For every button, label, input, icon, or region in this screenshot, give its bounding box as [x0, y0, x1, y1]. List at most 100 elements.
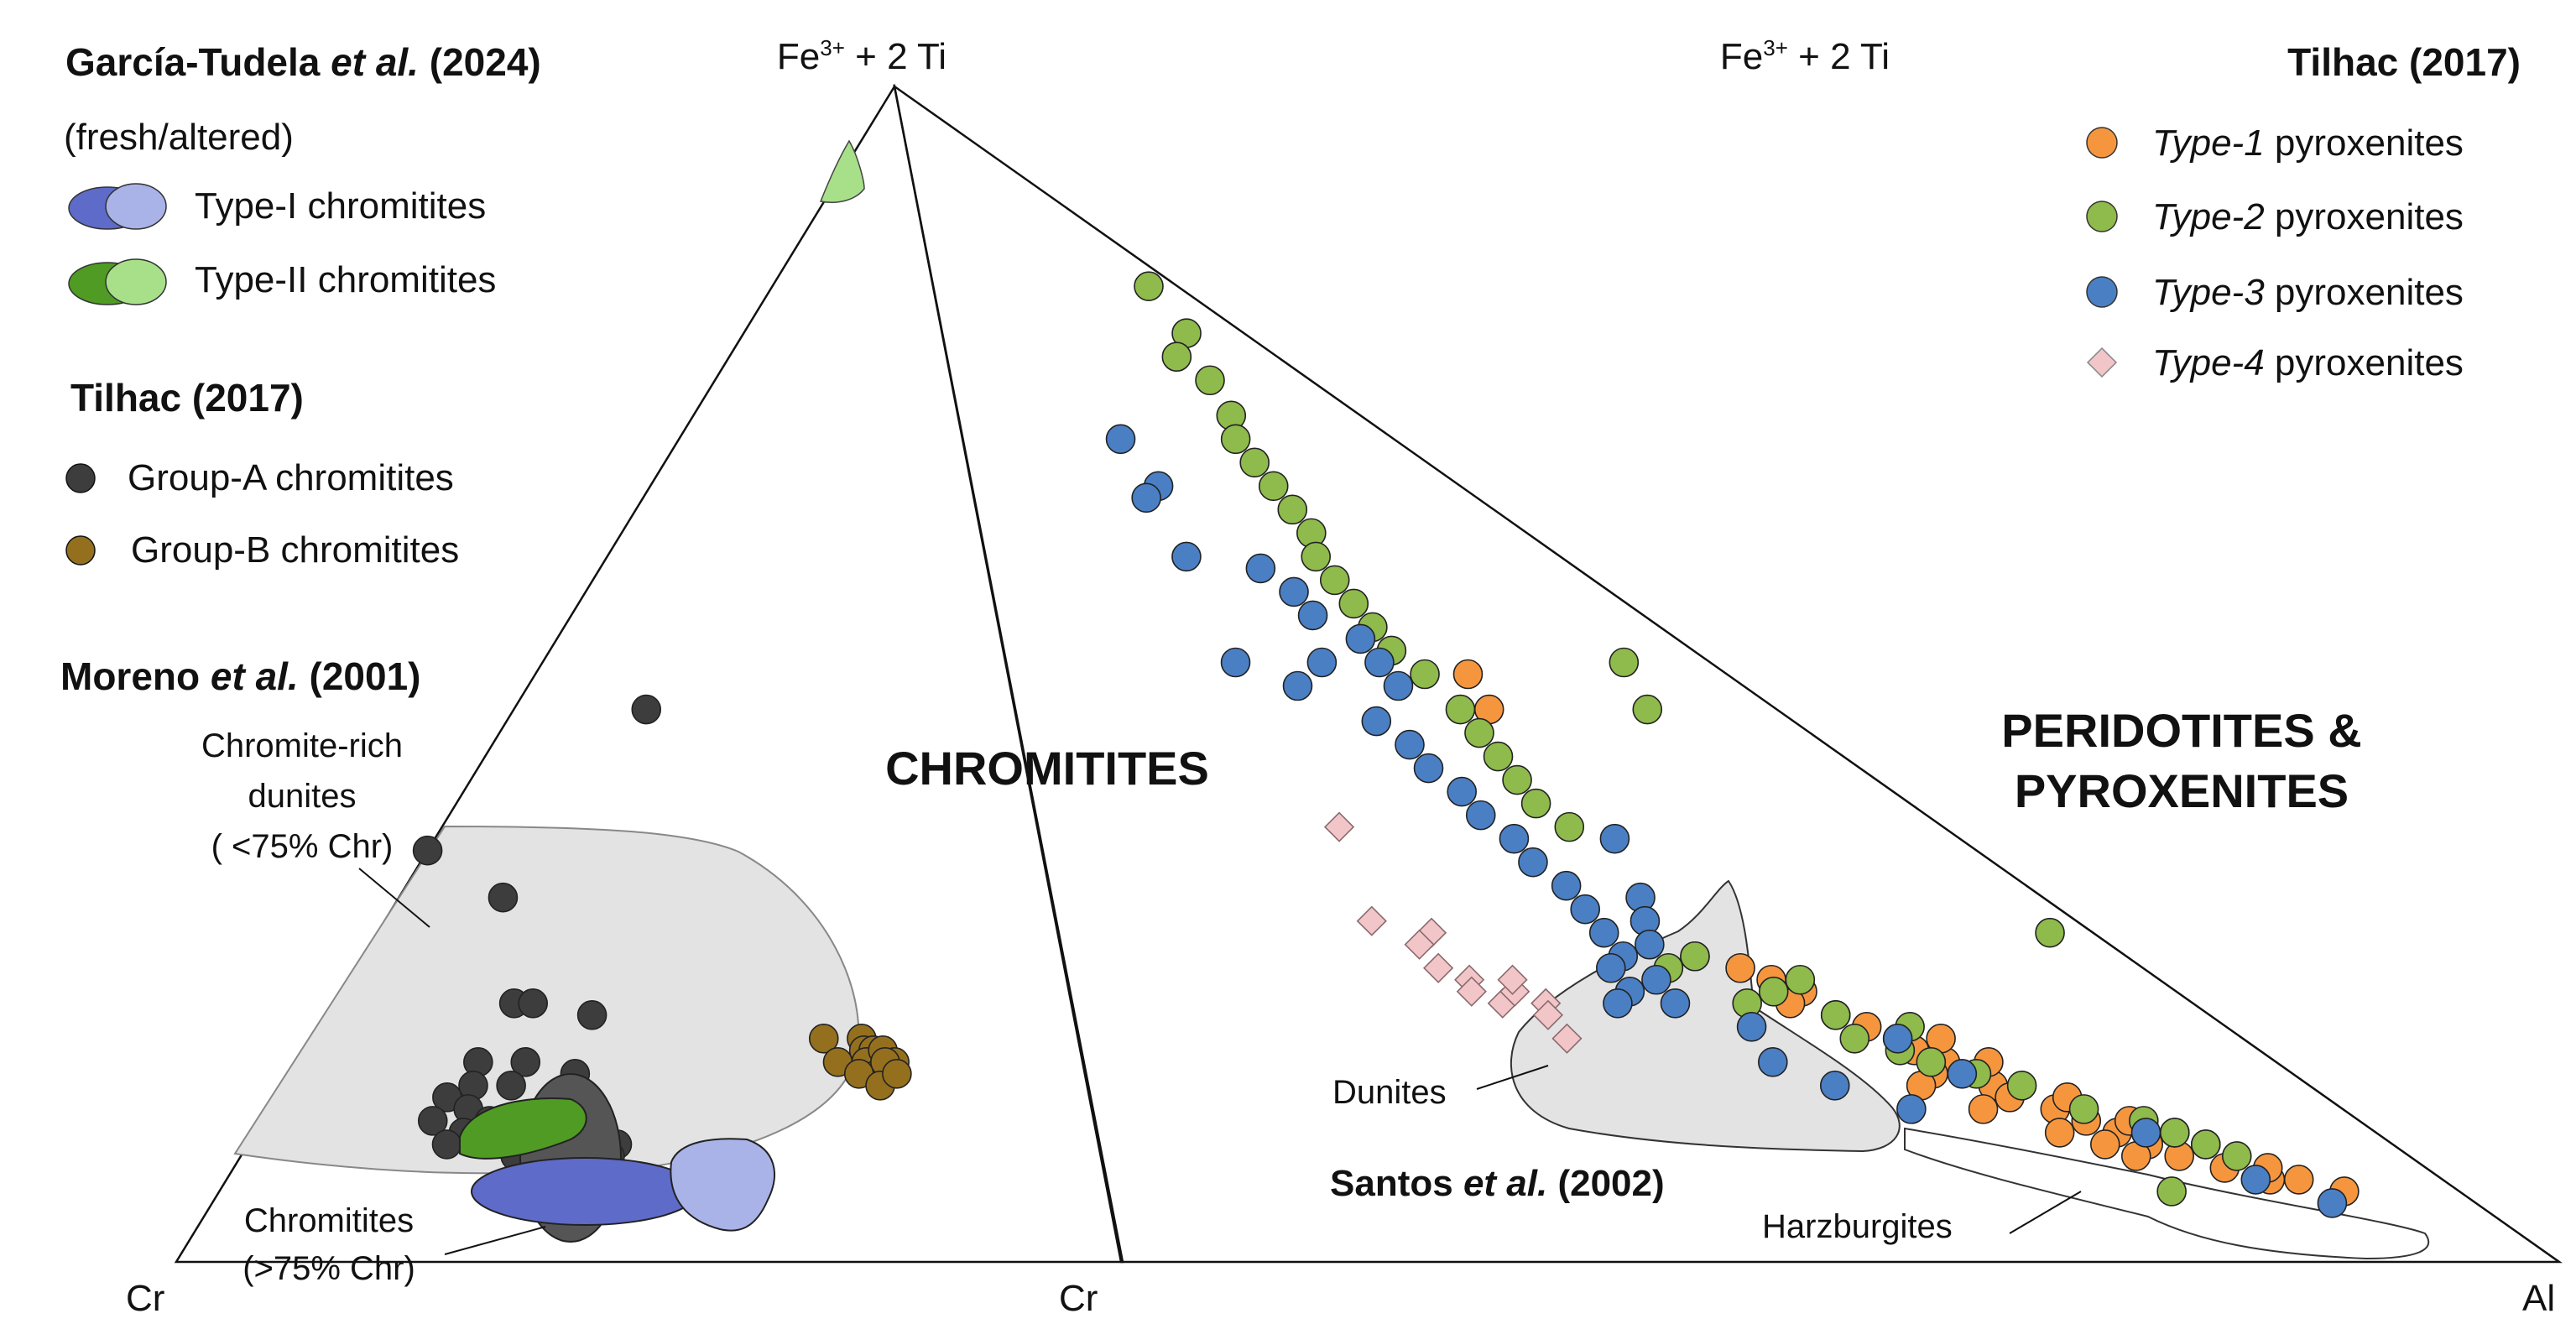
tilhac-right-title: Tilhac (2017) [2287, 40, 2521, 84]
point-type-1-pyroxenites-26 [2044, 1118, 2075, 1148]
legend-type-2-marker [2086, 201, 2118, 232]
harzburgites-leader [2009, 1191, 2082, 1234]
corner-al: Al [2522, 1278, 2555, 1319]
type-i-altered-field [670, 1138, 775, 1232]
moreno-title: Moreno et al. (2001) [60, 654, 420, 698]
point-type-2-pyroxenites-5 [1220, 424, 1251, 455]
point-type-3-pyroxenites-8 [1364, 647, 1395, 678]
point-group-b-chromitites-14 [882, 1059, 912, 1089]
point-type-2-pyroxenites-28 [1820, 999, 1851, 1030]
legend-type-1-label: Type-1 pyroxenites [2152, 122, 2464, 164]
chromite-rich-dunites-leader [358, 868, 430, 928]
point-type-3-pyroxenites-36 [2130, 1118, 2161, 1148]
point-type-2-pyroxenites-42 [1785, 964, 1816, 995]
right-legend: Tilhac (2017) Type-1 pyroxenites Type-2 … [2086, 40, 2521, 383]
legend-type-3-label: Type-3 pyroxenites [2152, 272, 2464, 313]
point-type-2-pyroxenites-36 [2160, 1118, 2190, 1148]
point-type-3-pyroxenites-37 [2240, 1165, 2271, 1195]
point-type-3-pyroxenites-5 [1279, 576, 1309, 607]
point-type-4-pyroxenites-9 [1497, 964, 1528, 995]
point-type-2-pyroxenites-38 [2221, 1141, 2252, 1171]
point-type-4-pyroxenites-4 [1423, 952, 1454, 983]
point-type-2-pyroxenites-33 [2006, 1071, 2037, 1101]
chromitites-label-1: Chromitites [244, 1202, 414, 1239]
point-type-3-pyroxenites-24 [1596, 952, 1626, 983]
point-type-3-pyroxenites-0 [1105, 424, 1136, 455]
point-type-2-pyroxenites-18 [1483, 741, 1514, 772]
point-type-2-pyroxenites-39 [2156, 1176, 2187, 1207]
point-type-1-pyroxenites-21 [2283, 1165, 2314, 1195]
corner-cr-mid: Cr [1059, 1278, 1098, 1319]
tilhac-left-title: Tilhac (2017) [70, 376, 304, 420]
point-group-a-chromitites-5 [576, 999, 607, 1030]
point-type-2-pyroxenites-12 [1338, 588, 1369, 619]
point-type-1-pyroxenites-27 [2090, 1129, 2120, 1160]
point-type-2-pyroxenites-10 [1301, 541, 1332, 572]
harzburgites-label: Harzburgites [1762, 1208, 1953, 1245]
point-group-a-chromitites-1 [412, 835, 443, 866]
apex-label-right-panel: Fe3+ + 2 Ti [1720, 35, 1890, 77]
point-type-3-pyroxenites-26 [1603, 988, 1633, 1019]
fresh-altered-label: (fresh/altered) [64, 117, 294, 158]
point-type-3-pyroxenites-12 [1282, 670, 1313, 701]
point-type-3-pyroxenites-34 [1882, 1024, 1913, 1054]
point-type-3-pyroxenites-15 [1413, 753, 1444, 784]
point-type-2-pyroxenites-0 [1134, 271, 1164, 301]
point-group-a-chromitites-18 [431, 1129, 462, 1160]
point-type-4-pyroxenites-1 [1356, 905, 1387, 936]
legend-type-i-altered-swatch [105, 183, 167, 230]
chromitites-label-2: (>75% Chr) [242, 1250, 415, 1287]
point-type-2-pyroxenites-17 [1464, 717, 1494, 748]
point-type-3-pyroxenites-11 [1306, 647, 1338, 678]
point-type-3-pyroxenites-3 [1171, 541, 1202, 572]
point-type-4-pyroxenites-11 [1551, 1023, 1583, 1054]
legend-group-a-label: Group-A chromitites [128, 457, 454, 498]
legend-group-b-marker [65, 535, 96, 566]
point-type-2-pyroxenites-29 [1839, 1024, 1870, 1054]
dunites-label: Dunites [1332, 1074, 1447, 1111]
garcia-tudela-title: García-Tudela et al. (2024) [65, 40, 541, 84]
point-type-1-pyroxenites-3 [1725, 952, 1755, 983]
legend-type-1-marker [2086, 127, 2118, 159]
right-panel-title-line1: PERIDOTITES & [2001, 704, 2361, 757]
point-type-3-pyroxenites-10 [1220, 647, 1251, 678]
point-type-2-pyroxenites-2 [1161, 341, 1192, 373]
point-type-2-pyroxenites-25 [1680, 941, 1710, 972]
point-type-3-pyroxenites-32 [1819, 1071, 1850, 1101]
type-ii-fresh-field [459, 1097, 587, 1160]
point-type-2-pyroxenites-24 [2035, 917, 2065, 948]
point-type-3-pyroxenites-31 [1758, 1047, 1788, 1077]
point-type-2-pyroxenites-37 [2190, 1129, 2221, 1160]
point-type-3-pyroxenites-30 [1736, 1012, 1767, 1042]
legend-group-a-marker [65, 463, 96, 493]
legend-type-2-label: Type-2 pyroxenites [2152, 196, 2464, 237]
chromite-rich-dunites-label-2: dunites [248, 778, 357, 815]
point-group-a-chromitites-10 [496, 1071, 526, 1101]
point-type-4-pyroxenites-12 [1532, 999, 1564, 1030]
point-group-a-chromitites-2 [488, 882, 519, 913]
point-type-2-pyroxenites-21 [1554, 811, 1585, 842]
harzburgites-field [1904, 1127, 2430, 1260]
point-type-3-pyroxenites-7 [1345, 623, 1376, 654]
point-type-1-pyroxenites-25 [1968, 1094, 1999, 1124]
right-panel-title-line2: PYROXENITES [2015, 764, 2349, 817]
left-panel-points [412, 694, 912, 1171]
point-group-a-chromitites-7 [510, 1047, 541, 1077]
point-type-3-pyroxenites-4 [1245, 553, 1276, 584]
right-panel-points [1105, 271, 2360, 1218]
point-type-2-pyroxenites-19 [1502, 764, 1532, 795]
chromitites-leader [444, 1226, 546, 1255]
point-type-3-pyroxenites-13 [1361, 706, 1392, 737]
point-type-4-pyroxenites-6 [1456, 976, 1487, 1007]
santos-label: Santos et al. (2002) [1330, 1163, 1665, 1204]
legend-type-i-label: Type-I chromitites [195, 185, 486, 227]
point-type-3-pyroxenites-20 [1551, 870, 1582, 901]
point-type-3-pyroxenites-41 [1660, 988, 1691, 1019]
type-i-fresh-field [471, 1157, 699, 1226]
point-type-2-pyroxenites-6 [1239, 447, 1270, 478]
point-type-4-pyroxenites-3 [1404, 929, 1435, 960]
legend-type-ii-label: Type-II chromitites [195, 259, 496, 300]
point-group-b-chromitites-0 [808, 1024, 839, 1054]
point-type-2-pyroxenites-31 [1916, 1047, 1947, 1077]
